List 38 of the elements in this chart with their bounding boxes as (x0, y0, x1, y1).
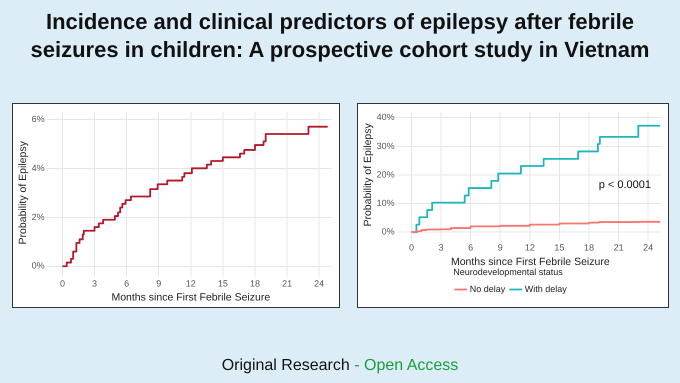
y-axis-title: Probability of Epilepsy (362, 122, 374, 227)
x-axis-title: Months since First Febrile Seizure (450, 256, 610, 268)
x-tick-label: 9 (498, 242, 503, 253)
x-tick-label: 6 (468, 242, 474, 253)
y-tick-label: 4% (32, 162, 45, 173)
x-tick-label: 15 (554, 242, 564, 253)
annotation: p < 0.0001 (598, 178, 651, 191)
y-tick-label: 30% (376, 140, 395, 151)
x-tick-label: 24 (643, 242, 654, 253)
x-tick-label: 21 (614, 242, 624, 253)
x-tick-label: 3 (438, 242, 444, 253)
x-tick-label: 9 (156, 278, 162, 288)
y-tick-label: 0% (32, 260, 45, 271)
y-tick-label: 0% (382, 226, 395, 237)
x-tick-label: 18 (584, 242, 594, 253)
x-tick-label: 0 (60, 278, 65, 288)
y-tick-label: 10% (376, 198, 395, 208)
x-tick-label: 0 (408, 242, 414, 253)
x-tick-label: 15 (218, 278, 228, 288)
text: Original Research (222, 357, 350, 374)
x-tick-label: 3 (92, 278, 98, 288)
x-tick-label: 12 (186, 278, 196, 288)
y-tick-label: 2% (32, 212, 45, 222)
x-tick-label: 21 (282, 278, 292, 288)
legend-label: No delay (470, 284, 506, 294)
y-tick-label: 20% (376, 169, 395, 180)
legend-title: Neurodevelopmental status (453, 267, 564, 278)
text: Incidence and clinical predictors of epilepsy after febrile seizures in children: A prospective cohort study in Vietnam (30, 8, 650, 64)
x-tick-label: 24 (314, 278, 324, 288)
x-tick-label: 6 (124, 278, 130, 288)
text: - Open Access (354, 357, 458, 374)
y-tick-label: 6% (32, 114, 45, 124)
x-axis-title: Months since First Febrile Seizure (111, 292, 270, 304)
y-axis-title: Probability of Epilepsy (17, 140, 30, 244)
x-tick-label: 12 (524, 242, 535, 253)
y-tick-label: 40% (376, 112, 395, 122)
x-tick-label: 18 (250, 278, 260, 288)
legend-label: With delay (524, 284, 568, 294)
